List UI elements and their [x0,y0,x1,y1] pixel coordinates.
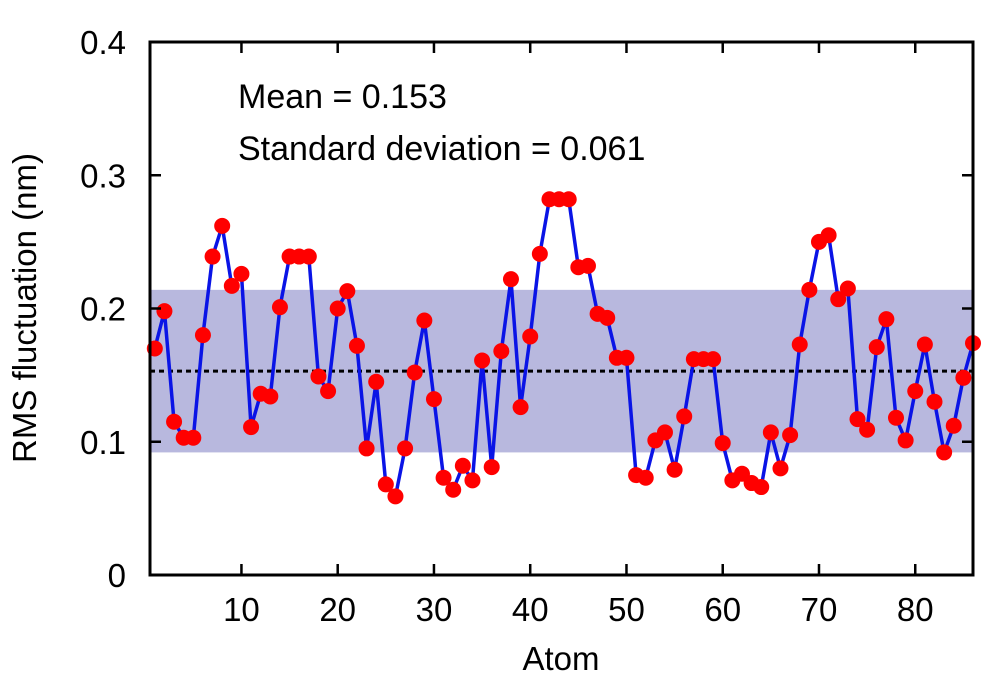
data-point [214,217,231,234]
data-point [435,469,452,486]
data-point [955,369,972,386]
y-tick-label: 0.1 [80,424,126,461]
data-point [387,488,404,505]
data-point [560,191,577,208]
x-axis-title: Atom [522,640,599,677]
y-tick-label: 0.3 [80,157,126,194]
data-point [599,309,616,326]
data-point [406,364,423,381]
data-point [483,459,500,476]
data-point [676,408,693,425]
mean-annotation: Mean = 0.153 [238,78,447,116]
data-point [425,391,442,408]
data-point [637,469,654,486]
data-point [320,383,337,400]
data-point [300,248,317,265]
data-point [464,472,481,489]
data-point [185,429,202,446]
data-point [868,339,885,356]
data-point [849,411,866,428]
data-point [936,444,953,461]
data-point [512,399,529,416]
points-layer [146,191,981,505]
data-point [782,427,799,444]
data-point [801,281,818,298]
data-point [262,388,279,405]
data-point [705,351,722,368]
data-point [859,421,876,438]
data-point [887,409,904,426]
data-point [897,432,914,449]
data-point [204,248,221,265]
data-point [618,349,635,366]
data-point [377,476,394,493]
x-tick-label: 20 [319,591,356,628]
data-point [753,479,770,496]
data-point [493,343,510,360]
y-tick-label: 0.4 [80,24,126,61]
data-point [166,413,183,430]
data-point [156,303,173,320]
y-tick-label: 0 [108,557,126,594]
data-point [878,311,895,328]
data-point [223,277,240,294]
data-point [656,424,673,441]
data-point [416,312,433,329]
x-tick-label: 50 [608,591,645,628]
data-point [762,424,779,441]
y-axis-title: RMS fluctuation (nm) [6,153,43,463]
data-point [454,457,471,474]
data-point [194,327,211,344]
data-point [522,328,539,345]
data-point [531,245,548,262]
x-tick-label: 70 [801,591,838,628]
data-point [474,352,491,369]
data-point [772,460,789,477]
data-point [271,299,288,316]
data-point [666,461,683,478]
x-tick-label: 30 [416,591,453,628]
data-point [820,227,837,244]
data-point [329,300,346,317]
data-point [839,280,856,297]
data-point [830,291,847,308]
data-point [233,265,250,282]
data-point [916,336,933,353]
x-tick-label: 60 [704,591,741,628]
data-point [926,393,943,410]
data-point [310,368,327,385]
y-tick-label: 0.2 [80,291,126,328]
data-point [907,383,924,400]
data-point [243,419,260,436]
data-point [445,481,462,498]
data-point [714,435,731,452]
data-point [502,271,519,288]
data-point [579,257,596,274]
std-deviation-annotation: Standard deviation = 0.061 [238,130,645,168]
x-tick-label: 80 [897,591,934,628]
data-point [368,373,385,390]
x-tick-label: 40 [512,591,549,628]
x-tick-label: 10 [223,591,260,628]
tick-labels-layer: 10 20 30 40 50 60 70 80 0 0.1 0.2 0.3 0.4 [80,24,933,628]
data-point [339,283,356,300]
data-point [358,440,375,457]
data-point [791,336,808,353]
data-point [945,417,962,434]
ticks-layer [150,40,973,577]
data-point [397,440,414,457]
data-point [348,337,365,354]
